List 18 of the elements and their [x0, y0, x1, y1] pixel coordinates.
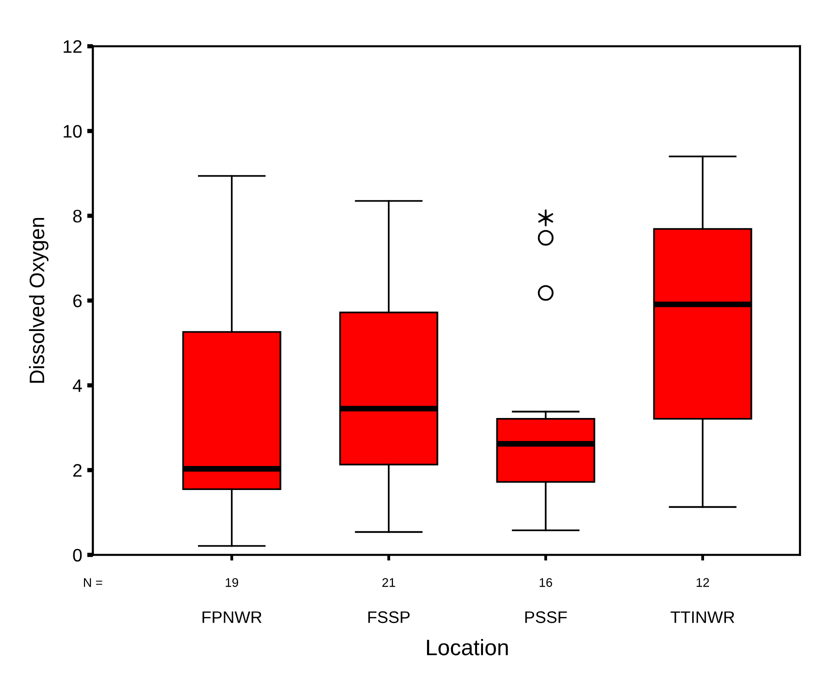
text: 12: [696, 578, 709, 587]
text: 19: [226, 578, 238, 587]
x-axis-title: Location: [427, 639, 508, 656]
text: 21: [382, 578, 396, 587]
x-tick-label: FSSP: [368, 611, 410, 624]
y-tick-label: 6: [73, 294, 82, 308]
x-tick-label: FPNWR: [202, 611, 262, 623]
x-tick-label: TTINWR: [670, 611, 734, 623]
x-tick-label: PSSF: [525, 611, 567, 624]
y-tick-label: 12: [64, 40, 82, 53]
y-tick-label: 10: [64, 124, 82, 138]
y-tick-label: 2: [73, 464, 82, 477]
y-tick-label: 4: [72, 379, 82, 392]
text: N =: [84, 578, 102, 587]
y-tick-label: 0: [73, 548, 82, 562]
text: 16: [540, 578, 552, 587]
y-tick-label: 8: [73, 210, 82, 223]
y-axis-title: Dissolved Oxygen: [29, 218, 48, 383]
